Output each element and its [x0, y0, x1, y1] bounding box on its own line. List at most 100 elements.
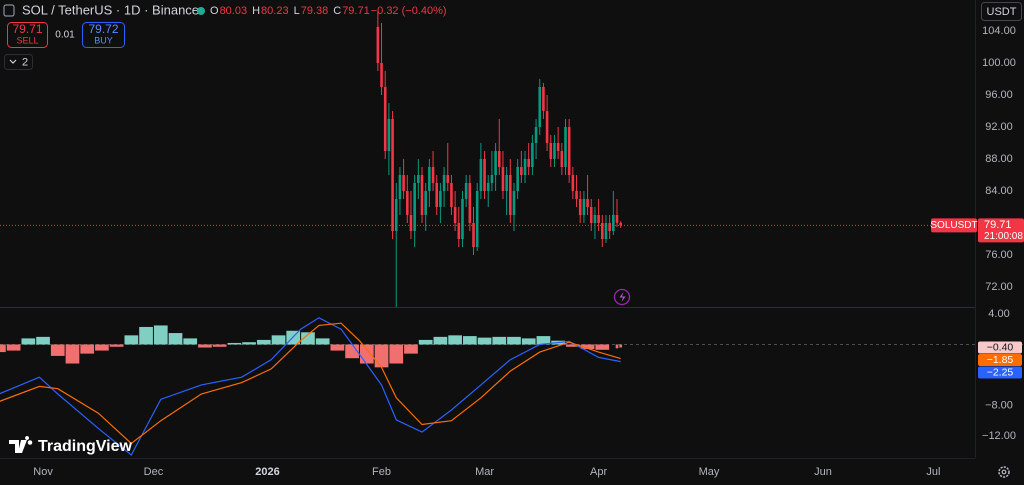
candle-body — [497, 151, 501, 167]
currency: USDT — [987, 6, 1017, 18]
candle-body — [409, 215, 413, 231]
candle-body — [538, 87, 542, 127]
candle-body — [549, 143, 553, 159]
buy-button[interactable] — [82, 22, 125, 48]
brand-logo — [9, 436, 30, 453]
candle-body — [457, 223, 461, 239]
last-price-tag — [978, 218, 1024, 243]
macd-line — [0, 322, 621, 445]
histogram-bar — [492, 336, 507, 345]
chevron-icon — [9, 59, 17, 64]
x-tick-label: Feb — [372, 466, 391, 478]
lightning — [619, 292, 626, 302]
candle-body — [380, 63, 383, 87]
event-icon[interactable] — [613, 288, 631, 306]
x-tick-label: May — [699, 466, 720, 478]
ohlc-value: 80.03 — [220, 5, 248, 17]
value-tag-label: −2.25 — [987, 366, 1014, 378]
candle-body — [383, 87, 387, 151]
candle-body — [600, 223, 604, 239]
histogram-bar — [227, 342, 242, 345]
histogram-bar — [448, 335, 462, 345]
candle-body — [571, 175, 575, 191]
candle-body — [604, 223, 608, 239]
candle-body — [582, 199, 586, 215]
candle-body — [608, 223, 611, 231]
x-tick-label: Mar — [475, 466, 494, 478]
y-tick-label: 92.00 — [985, 121, 1013, 133]
histogram-bar — [168, 333, 183, 345]
histogram-bar — [330, 344, 345, 351]
candle-body — [468, 183, 472, 223]
candle-body — [516, 167, 519, 191]
y-tick-label: 100.00 — [982, 57, 1016, 69]
ohlc-value: 79.38 — [301, 5, 329, 17]
candle-body — [505, 175, 508, 191]
sell-label: SELL — [16, 35, 38, 45]
sell-button[interactable] — [7, 22, 48, 48]
ohlc-key: O — [210, 5, 219, 17]
candle-body — [486, 183, 490, 191]
candle-body — [405, 191, 409, 215]
histogram-bar — [374, 344, 389, 368]
indicators-toggle[interactable] — [4, 54, 33, 70]
candle-body — [387, 119, 391, 151]
candle-body — [461, 199, 464, 239]
histogram-bar — [315, 338, 330, 345]
histogram-bar — [271, 335, 286, 345]
symbol-tag-label: SOLUSDT — [930, 220, 977, 231]
candle-body — [509, 175, 512, 215]
histogram-bar — [139, 326, 153, 345]
candle-body — [479, 159, 483, 191]
ohlc-key: C — [333, 5, 341, 17]
x-tick-label: Nov — [33, 466, 53, 478]
change: −0.32 (−0.40%) — [371, 5, 447, 17]
candle-body — [483, 159, 486, 191]
histogram-bar — [301, 332, 315, 345]
candle-body — [593, 215, 597, 223]
currency-button[interactable] — [981, 2, 1022, 21]
histogram-bar — [183, 338, 198, 345]
candle-body — [439, 191, 442, 207]
candle-body — [376, 27, 380, 63]
histogram-bar — [36, 336, 50, 345]
candle-body — [542, 87, 545, 111]
indicator-count: 2 — [22, 56, 28, 68]
histogram-bar — [256, 339, 271, 345]
y-tick-label: 4.00 — [988, 308, 1009, 320]
candle-body — [523, 159, 527, 175]
spread: 0.01 — [55, 30, 75, 41]
candle-body — [442, 175, 446, 191]
candle-body — [420, 175, 424, 215]
settings-icon[interactable] — [998, 466, 1010, 478]
candle-body — [417, 175, 420, 183]
histogram-bar — [21, 338, 36, 345]
value-tag — [978, 354, 1022, 367]
candle-body — [531, 143, 534, 167]
ohlc-readout: O 80.03 H 80.23 L 79.38 C 79.71 −0.32 (−0.40%) — [210, 5, 447, 17]
symbol-title[interactable]: SOL / TetherUS · 1D · Binance — [22, 2, 199, 17]
candle-body — [446, 175, 450, 183]
histogram-bar — [198, 344, 212, 348]
candle-body — [553, 143, 556, 159]
brand-logo-dot — [27, 440, 33, 445]
histogram-bar — [95, 344, 109, 351]
ohlc-value: 80.23 — [261, 5, 289, 17]
sell-price: 79.71 — [12, 22, 42, 36]
candle-body — [435, 183, 439, 207]
histogram-bar — [433, 336, 448, 345]
y-tick-label: 76.00 — [985, 249, 1013, 261]
histogram-bar — [566, 344, 580, 347]
symbol-tag — [931, 218, 977, 233]
histogram-bar — [65, 344, 80, 364]
candle-body — [560, 151, 564, 167]
histogram-bar — [580, 344, 595, 350]
x-tick-label: Dec — [144, 466, 164, 478]
buy-label: BUY — [94, 35, 113, 45]
symbol-icon[interactable] — [3, 4, 15, 17]
brand-name: TradingView — [38, 438, 133, 455]
histogram-bar — [109, 344, 124, 347]
x-tick-label: Jul — [926, 466, 940, 478]
